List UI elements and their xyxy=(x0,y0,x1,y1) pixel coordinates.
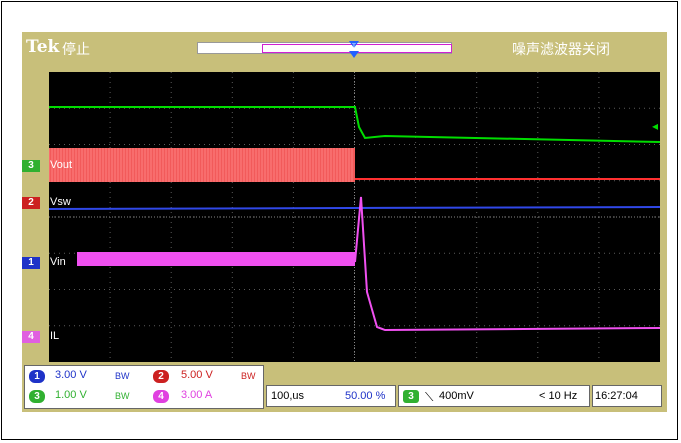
channel-2-marker: 2 xyxy=(22,197,40,209)
clock: 16:27:04 xyxy=(595,390,638,402)
ch4-scale: 3.00 A xyxy=(181,389,213,401)
timebase-value: 100,us xyxy=(271,390,305,402)
trigger-level: 400mV xyxy=(439,390,474,402)
channel-1-name: Vin xyxy=(50,256,66,268)
run-state: 停止 xyxy=(62,41,90,57)
vin-trace xyxy=(49,206,660,210)
channel-4-marker: 4 xyxy=(22,331,40,343)
channel-4-name: IL xyxy=(50,330,60,342)
brand-logo: Tek xyxy=(26,37,60,57)
ch2-bw-limit: BW xyxy=(241,371,256,381)
ch3-scale: 1.00 V xyxy=(55,389,87,401)
channel-scale-panel: 1 3.00 V BW 2 5.00 V BW 3 1.00 V BW 4 3.… xyxy=(24,365,264,409)
trigger-slope-icon: ⟍ xyxy=(425,390,434,404)
status-bar: Tek 停止 T 噪声滤波器关闭 xyxy=(22,32,667,60)
trigger-position-icon: T xyxy=(349,41,359,58)
scope-screen: Tek 停止 T 噪声滤波器关闭 ◂ 3 Vout 2 Vsw 1 Vin 4 … xyxy=(22,32,667,412)
readout-bar: 1 3.00 V BW 2 5.00 V BW 3 1.00 V BW 4 3.… xyxy=(22,362,667,412)
ch1-chip: 1 xyxy=(29,370,45,383)
channel-3-name: Vout xyxy=(50,159,73,171)
waveform-svg: ◂ xyxy=(49,72,660,362)
trigger-position: 50.00 % xyxy=(345,390,386,402)
ch3-bw-limit: BW xyxy=(115,391,130,401)
trigger-frequency: < 10 Hz xyxy=(539,390,578,402)
trigger-panel: 3 ⟍ 400mV < 10 Hz xyxy=(398,385,590,407)
timebase-panel: 100,us 50.00 % xyxy=(266,385,396,407)
ch1-bw-limit: BW xyxy=(115,371,130,381)
ch2-scale: 5.00 V xyxy=(181,369,213,381)
channel-2-name: Vsw xyxy=(50,196,71,208)
ch3-chip: 3 xyxy=(29,390,45,403)
ch2-chip: 2 xyxy=(153,370,169,383)
ch4-chip: 4 xyxy=(153,390,169,403)
il-trace xyxy=(354,196,660,332)
ch1-scale: 3.00 V xyxy=(55,369,87,381)
vout-trace xyxy=(49,106,660,143)
svg-text:T: T xyxy=(351,43,356,50)
waveform-display: ◂ xyxy=(49,72,660,362)
trigger-level-icon: ◂ xyxy=(652,119,658,133)
clock-panel: 16:27:04 xyxy=(592,385,662,407)
il-ripple-band xyxy=(77,252,355,266)
trigger-source-chip: 3 xyxy=(403,390,419,403)
noise-filter-status: 噪声滤波器关闭 xyxy=(512,41,610,57)
channel-3-marker: 3 xyxy=(22,160,40,172)
channel-1-marker: 1 xyxy=(22,257,40,269)
